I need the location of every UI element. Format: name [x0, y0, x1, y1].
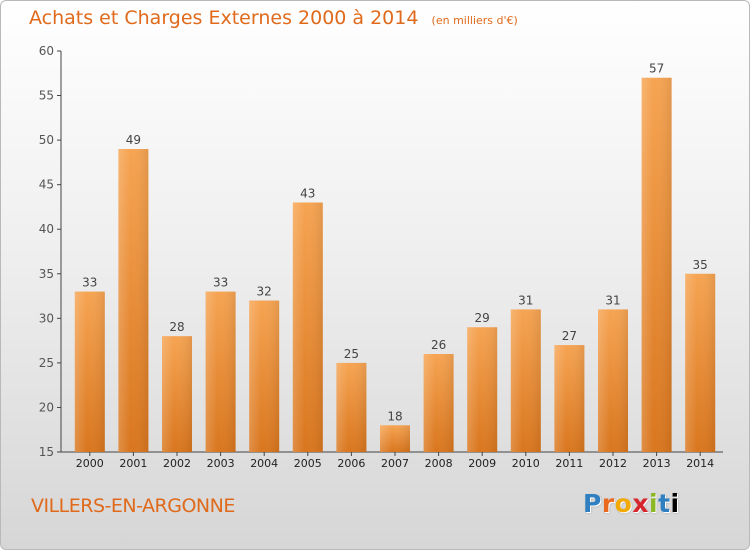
bar-value-label: 31: [605, 293, 620, 307]
y-tick-label: 15: [39, 445, 54, 459]
bar-shade: [554, 345, 585, 452]
bar-shade: [205, 291, 236, 452]
y-tick-label: 20: [39, 400, 54, 414]
bar-shade: [162, 336, 192, 452]
x-tick-label: 2011: [555, 457, 583, 470]
y-tick-label: 50: [39, 133, 54, 147]
bar-value-label: 49: [126, 133, 141, 147]
bar-value-label: 26: [431, 338, 446, 352]
bar-value-label: 31: [518, 293, 533, 307]
bar-shade: [336, 362, 367, 452]
x-tick-label: 2001: [119, 457, 147, 470]
x-tick-label: 2009: [468, 457, 496, 470]
y-tick-label: 60: [39, 44, 54, 58]
bar-shade: [641, 77, 672, 452]
x-tick-label: 2014: [686, 457, 714, 470]
bar-shade: [423, 353, 454, 452]
bar-value-label: 28: [169, 320, 184, 334]
chart-bars: 33 49 28 33 32 43 25 18 26 29 31 27 31 57 35: [74, 62, 716, 452]
bar-shade: [249, 300, 280, 452]
chart-unit: (en milliers d'€): [431, 14, 518, 27]
bar-value-label: 29: [475, 311, 490, 325]
x-tick-label: 2012: [599, 457, 627, 470]
x-tick-label: 2003: [207, 457, 235, 470]
bar-value-label: 32: [257, 285, 272, 299]
proxiti-logo: Proxiti: [583, 489, 680, 518]
chart-header: Achats et Charges Externes 2000 à 2014 (…: [29, 7, 518, 29]
x-tick-label: 2004: [250, 457, 278, 470]
bar-shade: [74, 291, 105, 452]
x-tick-label: 2013: [643, 457, 671, 470]
x-tick-label: 2007: [381, 457, 409, 470]
bar-value-label: 33: [213, 276, 228, 290]
chart-title: Achats et Charges Externes 2000 à 2014: [29, 7, 419, 29]
y-tick-label: 30: [39, 311, 54, 325]
x-tick-label: 2002: [163, 457, 191, 470]
bar-shade: [467, 327, 498, 452]
place-name: VILLERS-EN-ARGONNE: [31, 495, 235, 517]
bar-value-label: 33: [82, 276, 97, 290]
bar-value-label: 25: [344, 347, 359, 361]
bar-shade: [510, 309, 541, 452]
bar-value-label: 27: [562, 329, 577, 343]
bar-shade: [118, 149, 149, 452]
y-tick-label: 55: [39, 89, 54, 103]
x-tick-label: 2005: [294, 457, 322, 470]
bar-value-label: 57: [649, 62, 664, 76]
y-tick-label: 40: [39, 222, 54, 236]
bar-shade: [380, 425, 410, 452]
bar-value-label: 43: [300, 186, 315, 200]
x-tick-label: 2006: [337, 457, 365, 470]
bar-shade: [685, 273, 716, 452]
bar-shade: [292, 202, 323, 452]
bar-value-label: 18: [387, 409, 402, 423]
y-tick-label: 25: [39, 356, 54, 370]
y-tick-label: 45: [39, 178, 54, 192]
y-tick-label: 35: [39, 267, 54, 281]
x-tick-label: 2000: [76, 457, 104, 470]
x-tick-label: 2008: [425, 457, 453, 470]
x-tick-label: 2010: [512, 457, 540, 470]
bar-value-label: 35: [693, 258, 708, 272]
bar-shade: [598, 309, 628, 452]
